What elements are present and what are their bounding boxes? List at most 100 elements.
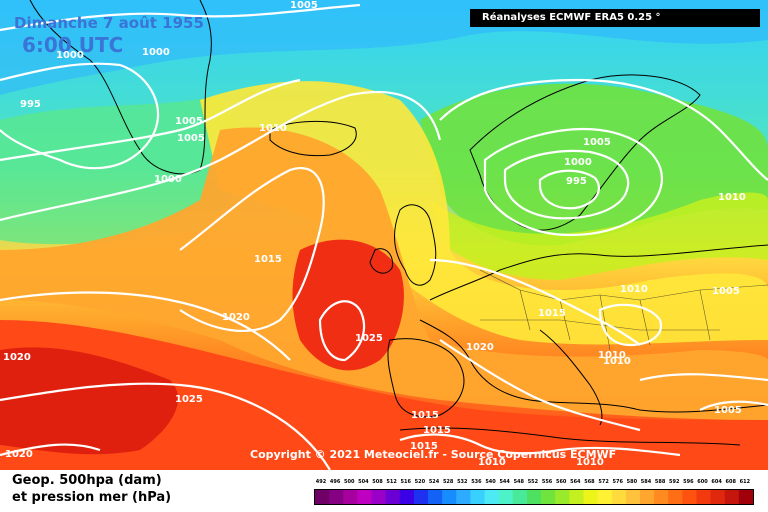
isobar-label: 1005	[290, 0, 318, 11]
isobar-label: 1015	[410, 441, 438, 452]
isobar-label: 1010	[259, 123, 287, 134]
color-scale-tick-label: 568	[584, 479, 595, 485]
isobar-label: 1010	[603, 356, 631, 367]
color-scale-swatch	[484, 490, 500, 504]
isobar-label: 1010	[598, 350, 626, 361]
coastline-iberia	[387, 338, 465, 418]
source-banner: Réanalyses ECMWF ERA5 0.25 °	[470, 9, 760, 27]
coastline-iceland	[269, 121, 357, 157]
color-scale-swatch	[654, 490, 669, 504]
color-scale-tick-label: 540	[485, 479, 496, 485]
color-scale-tick-label: 556	[541, 479, 553, 485]
color-scale-swatch	[428, 490, 443, 504]
color-scale-tick-label: 608	[725, 479, 736, 485]
color-scale-tick-label: 532	[457, 479, 468, 485]
color-scale-tick-label: 612	[739, 479, 751, 485]
isobar-label: 1025	[355, 333, 383, 344]
color-scale-swatch	[329, 490, 344, 504]
color-scale-swatch	[555, 490, 570, 504]
color-scale-tick-label: 580	[626, 479, 638, 485]
legend-description: Geop. 500hpa (dam) et pression mer (hPa)	[12, 472, 171, 506]
color-scale-tick-label: 500	[344, 479, 355, 485]
isobar-label: 1020	[5, 449, 33, 460]
band-darkred-southwest	[0, 347, 179, 455]
color-scale-tick-label: 600	[697, 479, 708, 485]
color-scale-swatch	[512, 490, 528, 504]
color-scale-swatch	[696, 490, 712, 504]
isobar-label: 1000	[142, 47, 170, 58]
color-scale-tick-label: 504	[358, 479, 369, 485]
band-yellow-central	[200, 81, 768, 345]
color-scale-swatch	[470, 490, 486, 504]
color-scale-swatch	[442, 490, 457, 504]
band-red-south	[0, 320, 768, 470]
band-darkred-core	[292, 239, 404, 371]
isobar-label: 1020	[222, 312, 250, 323]
color-scale-swatch	[611, 490, 627, 504]
color-scale-swatch	[357, 490, 373, 504]
color-scale-swatch	[724, 490, 740, 504]
color-scale-swatch	[498, 490, 514, 504]
color-scale-swatch	[597, 490, 613, 504]
band-lightgreen-north-europe	[430, 192, 768, 280]
color-scale-tick-label: 516	[400, 479, 411, 485]
color-scale-tick-label: 544	[499, 479, 510, 485]
color-scale-swatch	[399, 490, 415, 504]
color-scale-tick-label: 604	[711, 479, 722, 485]
color-scale-swatch	[625, 490, 641, 504]
color-scale-tick-label: 528	[442, 479, 454, 485]
color-scale-bar	[314, 489, 754, 505]
isobar-label: 1025	[175, 394, 203, 405]
color-scale-swatch	[541, 490, 556, 504]
isobar-label: 1015	[254, 254, 282, 265]
color-scale-swatch	[710, 490, 726, 504]
color-scale-tick-label: 564	[570, 479, 581, 485]
color-scale-tick-label: 588	[654, 479, 666, 485]
color-scale-tick-label: 536	[471, 479, 482, 485]
isobar-label: 1005	[583, 137, 611, 148]
color-scale-swatch	[682, 490, 697, 504]
isobar-label: 1000	[56, 50, 84, 61]
isobar-label: 1005	[712, 286, 740, 297]
isobar-label: 1015	[423, 425, 451, 436]
color-scale-tick-label: 548	[513, 479, 525, 485]
isobar-label: 1020	[3, 352, 31, 363]
color-scale-swatch	[526, 490, 542, 504]
color-scale-tick-label: 572	[598, 479, 609, 485]
isobar-label: 1000	[564, 157, 592, 168]
color-scale-tick-label: 596	[683, 479, 694, 485]
color-scale-swatch	[385, 490, 401, 504]
color-scale-tick-label: 512	[386, 479, 397, 485]
isobar-label: 1000	[154, 174, 182, 185]
coastline-british-isles	[369, 204, 437, 286]
map-time-title: 6:00 UTC	[22, 33, 124, 57]
isobar-label: 1005	[177, 133, 205, 144]
color-scale-ticks: 492 496 500 504 508 512 516 520 524 528 532 536 540 5…	[314, 479, 752, 489]
color-scale-swatch	[569, 490, 584, 504]
map-date-title: Dimanche 7 août 1955	[14, 14, 204, 32]
isobar-label: 1015	[411, 410, 439, 421]
color-scale-tick-label: 552	[527, 479, 539, 485]
coastline-italy	[539, 329, 603, 426]
color-scale-tick-label: 492	[315, 479, 327, 485]
isobar-label: 1010	[478, 457, 506, 468]
isobar-label: 995	[566, 176, 587, 187]
copyright-text: Copyright © 2021 Meteociel.fr - Source C…	[250, 448, 617, 461]
isobar-label: 1010	[718, 192, 746, 203]
color-scale-swatch	[639, 490, 655, 504]
isobar-lines	[0, 3, 768, 470]
isobar-label: 1010	[620, 284, 648, 295]
isobar-label: 995	[20, 99, 41, 110]
coastline-greenland	[29, 0, 212, 175]
legend-line-geopotential: Geop. 500hpa (dam)	[12, 473, 162, 488]
color-scale-tick-label: 520	[414, 479, 426, 485]
color-scale-tick-label: 524	[428, 479, 440, 485]
color-scale-tick-label: 496	[329, 479, 341, 485]
color-scale-tick-label: 592	[669, 479, 680, 485]
color-scale-tick-label: 584	[640, 479, 652, 485]
legend-line-pressure: et pression mer (hPa)	[12, 490, 172, 505]
color-scale-swatch	[738, 490, 753, 504]
color-scale-tick-label: 560	[555, 479, 567, 485]
color-scale-tick-label: 576	[612, 479, 623, 485]
